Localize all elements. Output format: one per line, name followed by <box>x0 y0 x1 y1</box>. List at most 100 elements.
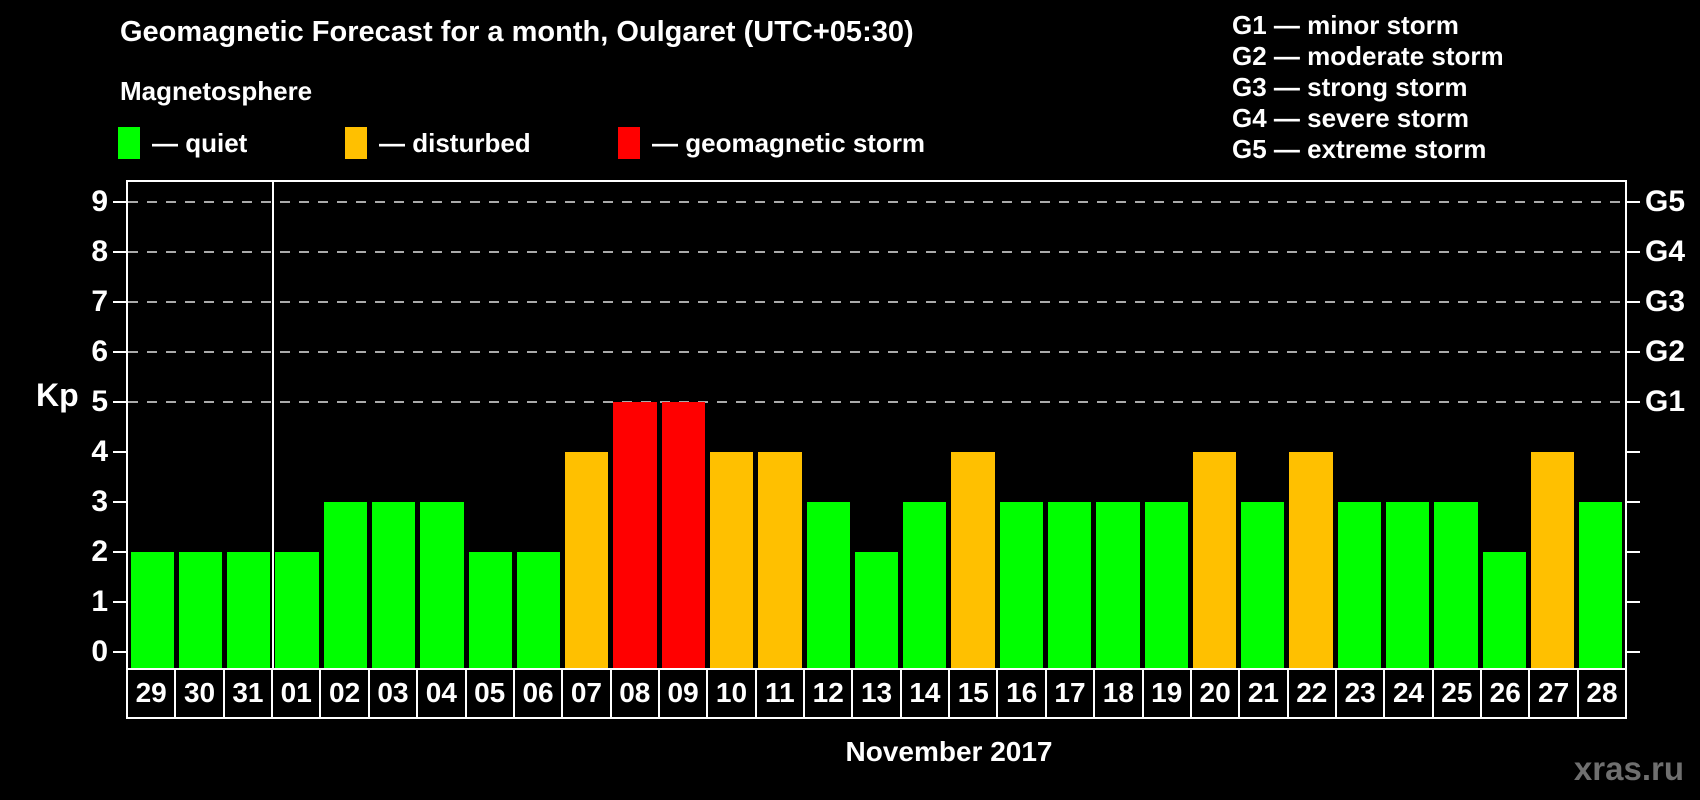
kp-bar-day-13 <box>854 552 899 668</box>
day-label-09: 09 <box>657 670 706 717</box>
right-axis-tick <box>1627 401 1640 403</box>
y-axis-tick-label: 0 <box>91 635 108 668</box>
day-label-29: 29 <box>135 677 167 708</box>
y-axis-tick <box>113 201 126 203</box>
y-axis-tick <box>113 301 126 303</box>
day-label-27: 27 <box>1528 670 1576 717</box>
g-legend-line: G4 — severe storm <box>1232 103 1470 133</box>
day-label-03: 03 <box>367 670 416 717</box>
g-scale-label-G2: G2 <box>1645 335 1686 368</box>
kp-bar-day-15 <box>951 452 995 668</box>
day-label-06: 06 <box>512 670 561 717</box>
day-label-28: 28 <box>1576 670 1625 717</box>
kp-bar-day-20 <box>1192 452 1237 668</box>
kp-bar-day-05 <box>468 552 512 668</box>
kp-bar-day-17 <box>1048 502 1092 668</box>
y-axis-tick <box>113 251 126 253</box>
kp-bar-day-18 <box>1096 502 1140 668</box>
kp-bar-day-09 <box>661 402 705 668</box>
g-scale-legend: G1 — minor storm G2 — moderate storm G3 … <box>1232 10 1504 165</box>
g-legend-line: G3 — strong storm <box>1232 72 1468 102</box>
kp-bar-day-14 <box>903 502 947 668</box>
y-axis-tick <box>113 601 126 603</box>
day-label-15: 15 <box>948 670 996 717</box>
gridline-kp7 <box>128 301 1625 303</box>
y-axis-tick <box>113 451 126 453</box>
legend-item-disturbed: — disturbed <box>345 126 531 160</box>
y-axis-tick-label: 1 <box>91 585 108 618</box>
day-label-14: 14 <box>899 670 948 717</box>
day-label-01: 01 <box>271 670 319 717</box>
right-axis-tick <box>1627 651 1640 653</box>
right-axis-tick <box>1627 251 1640 253</box>
day-label-16: 16 <box>996 670 1044 717</box>
day-label-19: 19 <box>1141 670 1190 717</box>
kp-bar-day-06 <box>516 552 561 668</box>
gridline-kp9 <box>128 201 1625 203</box>
kp-bar-day-16 <box>999 502 1043 668</box>
day-label-22: 22 <box>1286 670 1335 717</box>
day-label-17: 17 <box>1044 670 1093 717</box>
day-label-12: 12 <box>803 670 851 717</box>
y-axis-tick-label: 4 <box>91 435 108 468</box>
disturbed-color-swatch <box>345 127 367 159</box>
day-label-30: 30 <box>174 670 222 717</box>
kp-bar-day-02 <box>323 502 367 668</box>
legend-label: — disturbed <box>379 127 531 158</box>
gridline-kp6 <box>128 351 1625 353</box>
kp-bar-day-11 <box>758 452 802 668</box>
g-scale-label-G5: G5 <box>1645 185 1686 218</box>
day-label-04: 04 <box>416 670 464 717</box>
month-separator-line <box>271 182 274 668</box>
day-label-24: 24 <box>1383 670 1431 717</box>
kp-bar-day-29 <box>130 552 174 668</box>
day-label-08: 08 <box>609 670 658 717</box>
day-label-10: 10 <box>706 670 754 717</box>
kp-bar-day-26 <box>1482 552 1526 668</box>
watermark: xras.ru <box>1573 750 1684 787</box>
kp-bar-day-19 <box>1144 502 1188 668</box>
right-axis-tick <box>1627 501 1640 503</box>
y-axis-tick-label: 3 <box>91 485 108 518</box>
kp-bar-day-27 <box>1530 452 1575 668</box>
y-axis-tick-label: 2 <box>91 535 108 568</box>
day-label-25: 25 <box>1431 670 1480 717</box>
kp-bar-day-23 <box>1337 502 1382 668</box>
right-axis-tick <box>1627 551 1640 553</box>
y-axis-tick <box>113 401 126 403</box>
y-axis-tick <box>113 501 126 503</box>
day-label-18: 18 <box>1093 670 1141 717</box>
y-axis-tick <box>113 351 126 353</box>
kp-bar-day-04 <box>420 502 464 668</box>
day-label-21: 21 <box>1238 670 1286 717</box>
kp-bar-day-10 <box>709 452 754 668</box>
plot-area <box>126 180 1627 668</box>
kp-bar-day-12 <box>806 502 850 668</box>
y-axis-tick-label: 6 <box>91 335 108 368</box>
legend-label: — quiet <box>152 127 248 158</box>
y-axis-tick <box>113 651 126 653</box>
legend-item-storm: — geomagnetic storm <box>618 126 925 160</box>
kp-bar-day-24 <box>1386 502 1430 668</box>
legend-item-quiet: — quiet <box>118 126 247 160</box>
day-label-07: 07 <box>561 670 609 717</box>
g-legend-line: G1 — minor storm <box>1232 10 1459 40</box>
right-axis-tick <box>1627 201 1640 203</box>
right-axis-tick <box>1627 451 1640 453</box>
quiet-color-swatch <box>118 127 140 159</box>
kp-bar-day-31 <box>227 552 271 668</box>
day-label-31: 31 <box>222 670 271 717</box>
x-axis-day-labels: 29 30 31 01 02 03 04 05 06 07 08 09 10 11 12 13 14 15 16 17… <box>126 668 1627 719</box>
right-axis-tick <box>1627 601 1640 603</box>
day-label-13: 13 <box>851 670 899 717</box>
magnetosphere-label: Magnetosphere <box>120 76 313 106</box>
day-label-23: 23 <box>1334 670 1383 717</box>
kp-bar-day-08 <box>613 402 657 668</box>
y-axis-tick-label: 7 <box>91 285 108 318</box>
kp-bar-day-22 <box>1289 452 1333 668</box>
g-legend-line: G5 — extreme storm <box>1232 134 1487 164</box>
kp-bar-day-25 <box>1434 502 1478 668</box>
day-label-02: 02 <box>319 670 367 717</box>
kp-bar-day-03 <box>371 502 416 668</box>
